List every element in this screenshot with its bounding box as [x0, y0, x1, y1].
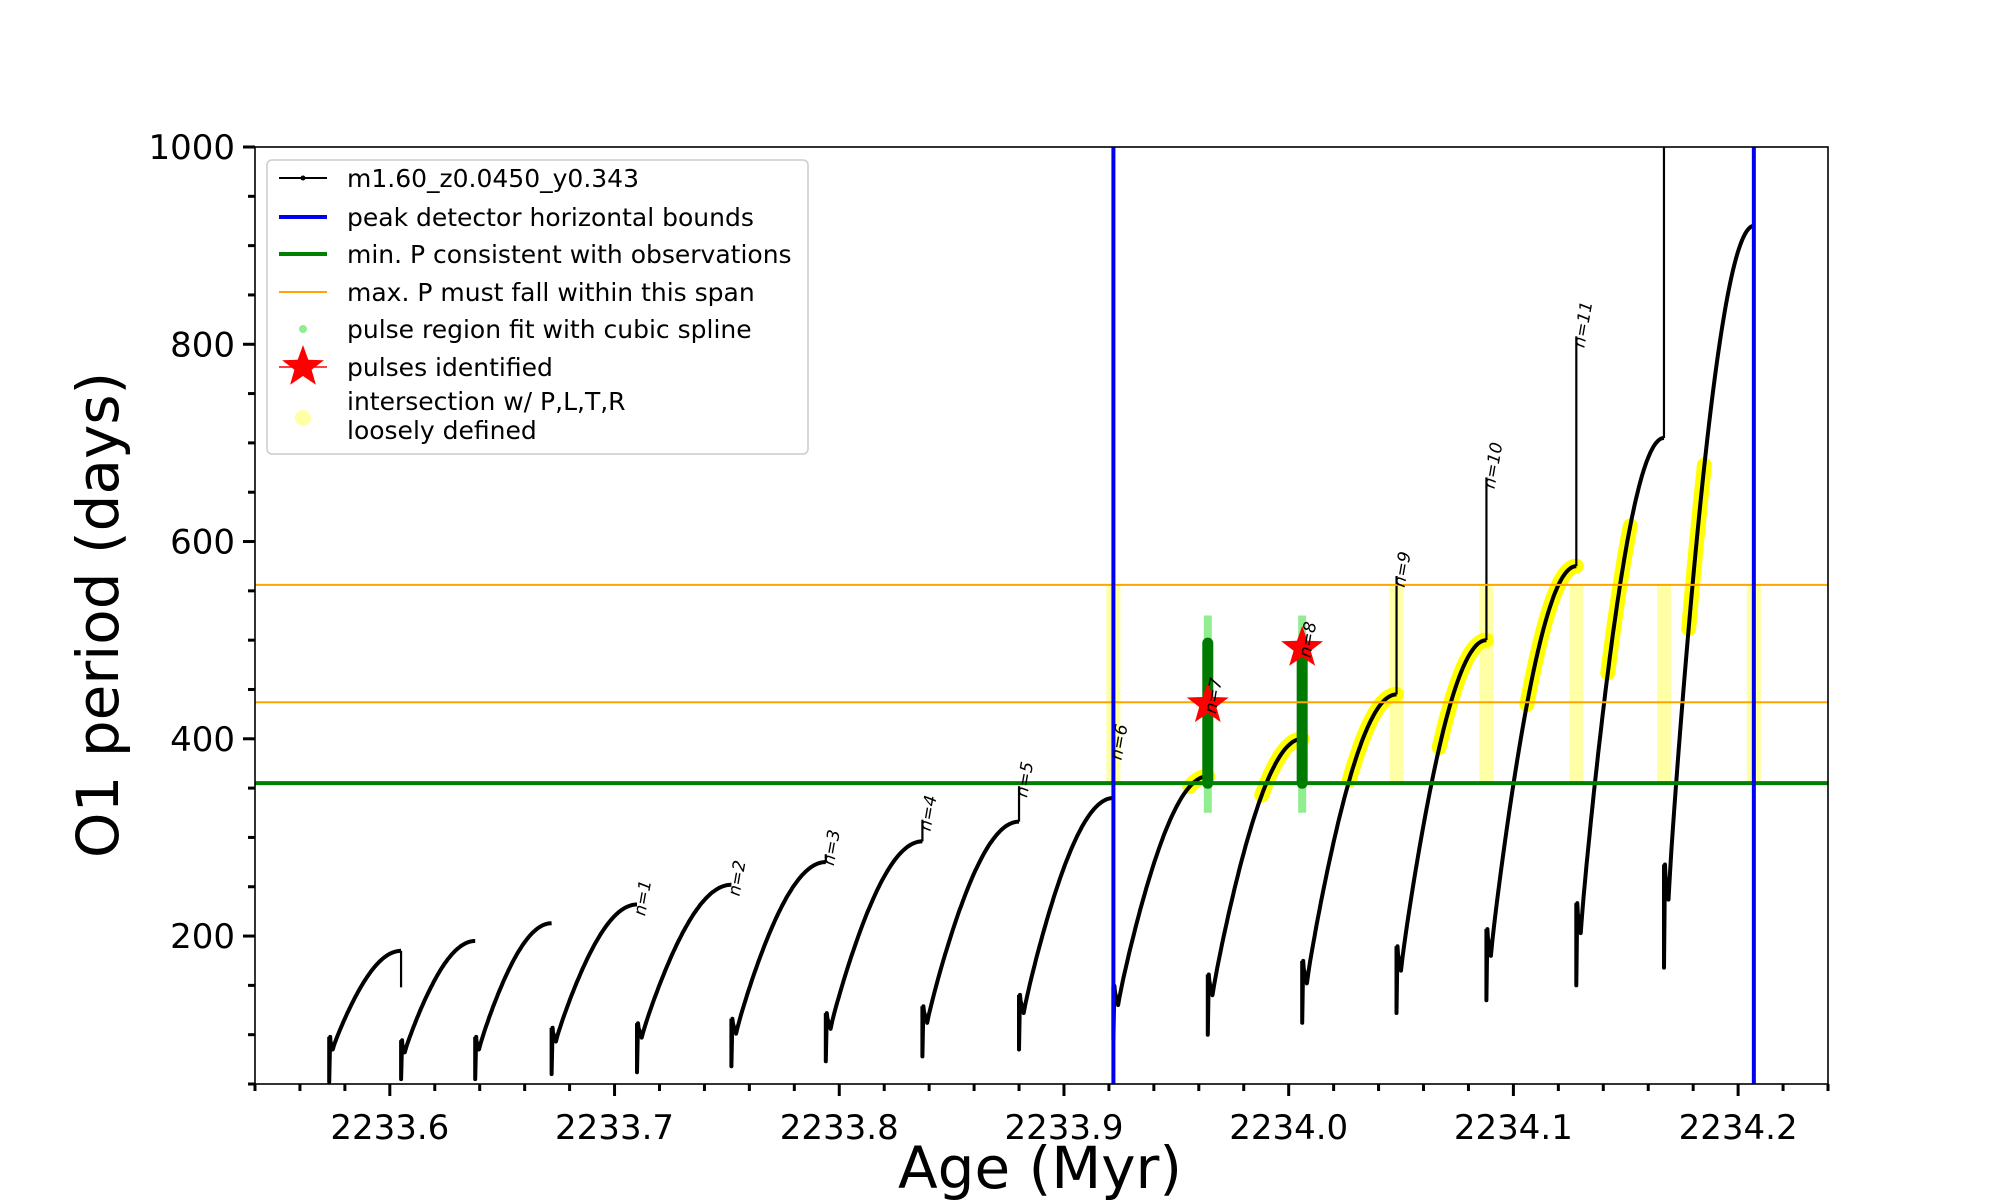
pulse-label-4: n=4: [916, 794, 942, 833]
pulse-label-10: n=10: [1480, 441, 1508, 490]
legend-entry-3-label: min. P consistent with observations: [347, 240, 792, 269]
period-curve-cycle-7: [823, 839, 923, 1064]
x-tick-label-1: 2233.6: [330, 1108, 449, 1148]
y-tick-label-2: 400: [170, 720, 235, 760]
period-curve-cycle-12: [1300, 692, 1397, 1025]
y-tick-label-5: 1000: [148, 128, 235, 168]
x-tick-label-5: 2234.0: [1229, 1108, 1348, 1148]
legend-entry-7-label-line-2: loosely defined: [347, 416, 537, 445]
pulse-label-1: n=1: [630, 879, 656, 918]
x-tick-label-7: 2234.2: [1679, 1108, 1798, 1148]
annotation-layer: n=1n=2n=3n=4n=5n=6n=7n=8n=9n=10n=11: [255, 147, 1828, 1084]
period-curve-cycle-9: [1017, 796, 1114, 1052]
legend-entry-5-handle: [299, 325, 307, 333]
x-tick-label-6: 2234.1: [1454, 1108, 1573, 1148]
x-tick-label-3: 2233.8: [780, 1108, 899, 1148]
period-curve-cycle-2: [399, 939, 476, 1082]
period-curve-cycle-8: [920, 819, 1020, 1059]
pulse-label-2: n=2: [725, 859, 751, 898]
pulse-star-1: [1186, 682, 1229, 723]
pulse-label-5: n=5: [1012, 760, 1038, 799]
plot-frame: [254, 146, 1829, 1085]
y-tick-label-3: 600: [170, 523, 235, 563]
period-curve-cycle-11: [1205, 736, 1303, 1037]
period-curve-cycle-16: [1662, 223, 1755, 970]
legend-entry-7-handle: [295, 410, 311, 426]
pulse-label-11: n=11: [1570, 300, 1598, 349]
period-curve-cycle-10: [1111, 774, 1209, 1042]
pulse-label-9: n=9: [1390, 550, 1416, 589]
x-axis-title: Age (Myr): [898, 1134, 1182, 1200]
legend-box: [266, 159, 809, 455]
legend-entry-2-label: peak detector horizontal bounds: [347, 203, 754, 232]
y-axis-title: O1 period (days): [64, 372, 132, 858]
yellow-intersection-segment-3: [1341, 686, 1404, 788]
legend-entry-1-marker: [300, 175, 306, 181]
period-curve-cycle-4: [549, 902, 638, 1077]
period-curve-cycle-6: [729, 860, 827, 1069]
y-tick-label-4: 800: [170, 325, 235, 365]
legend-entry-7-label-line-1: intersection w/ P,L,T,R: [347, 387, 626, 416]
axes-layer: 2233.6 2233.7 2233.8 2233.9 2234.0 2234.1 2234…: [148, 128, 1830, 1148]
y-tick-label-1: 200: [170, 917, 235, 957]
period-curve-cycle-3: [473, 921, 553, 1082]
period-curve-cycle-14: [1484, 564, 1577, 1003]
x-tick-label-2: 2233.7: [555, 1108, 674, 1148]
pulse-star-2: [1281, 626, 1324, 666]
legend-entry-6-label: pulses identified: [347, 353, 553, 382]
period-curve-cycle-13: [1394, 638, 1487, 1015]
yellow-intersection-segment-4: [1431, 632, 1494, 755]
yellow-intersection-segment-2: [1254, 731, 1310, 803]
yellow-intersection-segment-5: [1519, 558, 1584, 712]
period-curve-cycle-5: [635, 882, 732, 1075]
legend-entry-6-handle: [282, 345, 324, 385]
pulse-label-3: n=3: [819, 828, 845, 867]
x-tick-label-4: 2233.9: [1004, 1108, 1123, 1148]
legend-entry-4-label: max. P must fall within this span: [347, 278, 755, 307]
period-curve-cycle-1: [327, 948, 402, 1084]
legend-entry-5-label: pulse region fit with cubic spline: [347, 315, 752, 344]
period-curve-cycle-15: [1574, 436, 1665, 988]
legend-entry-1-label: m1.60_z0.0450_y0.343: [347, 164, 639, 193]
